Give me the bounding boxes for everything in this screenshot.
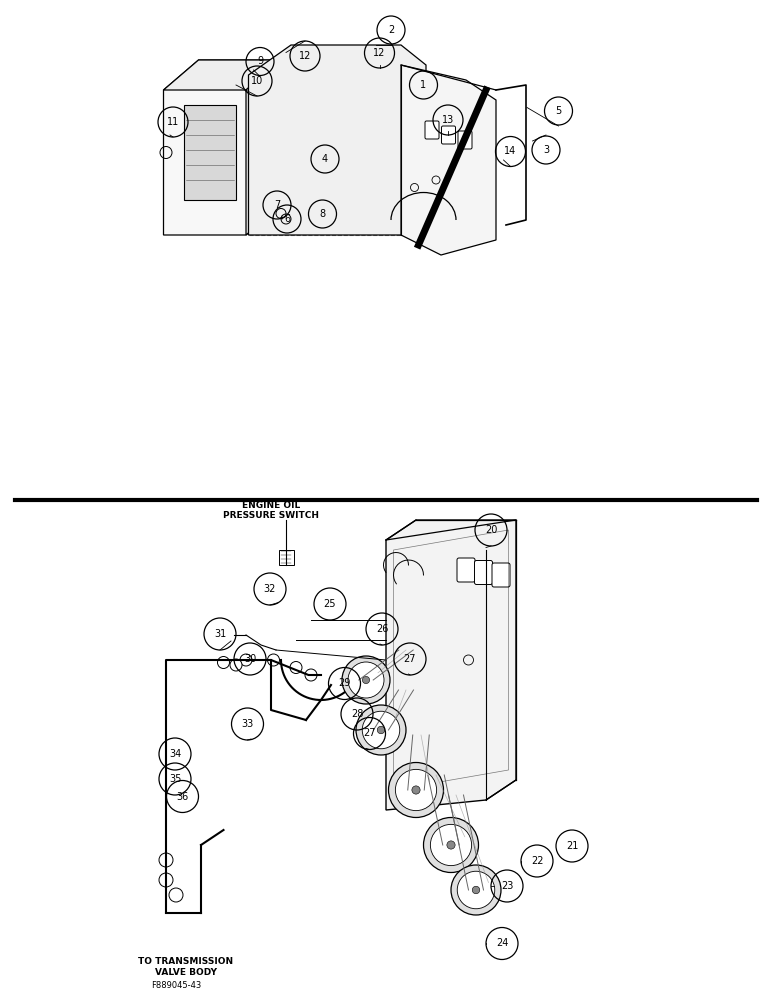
Circle shape [356, 705, 406, 755]
Text: 35: 35 [169, 774, 181, 784]
Polygon shape [164, 60, 281, 90]
Circle shape [268, 654, 279, 666]
Text: 3: 3 [543, 145, 549, 155]
FancyBboxPatch shape [457, 558, 475, 582]
Polygon shape [249, 45, 426, 235]
Circle shape [169, 888, 183, 902]
Text: 14: 14 [504, 146, 516, 156]
Text: 20: 20 [485, 525, 497, 535]
Circle shape [447, 841, 455, 849]
Circle shape [395, 769, 437, 811]
Circle shape [218, 656, 229, 668]
Circle shape [378, 726, 384, 734]
Text: 28: 28 [350, 709, 363, 719]
Circle shape [159, 873, 173, 887]
Text: TO TRANSMISSION
VALVE BODY: TO TRANSMISSION VALVE BODY [138, 958, 234, 977]
FancyBboxPatch shape [475, 560, 493, 584]
Circle shape [290, 662, 302, 674]
Text: F889045-43: F889045-43 [151, 981, 201, 990]
Polygon shape [279, 550, 293, 565]
Text: 7: 7 [274, 200, 280, 210]
Text: 1: 1 [421, 80, 427, 90]
Polygon shape [184, 105, 236, 200]
Text: 2: 2 [388, 25, 394, 35]
Polygon shape [401, 65, 496, 255]
Circle shape [342, 656, 390, 704]
Text: 31: 31 [214, 629, 226, 639]
Text: 25: 25 [323, 599, 337, 609]
Circle shape [230, 659, 242, 671]
FancyBboxPatch shape [458, 131, 472, 149]
Text: 29: 29 [338, 678, 350, 688]
Text: 9: 9 [257, 56, 263, 66]
Text: 4: 4 [322, 154, 328, 164]
Text: 27: 27 [404, 654, 416, 664]
Circle shape [457, 871, 495, 909]
Text: 27: 27 [364, 728, 376, 738]
Text: 12: 12 [374, 48, 386, 58]
Circle shape [388, 762, 443, 818]
Text: 21: 21 [566, 841, 578, 851]
Text: 36: 36 [176, 792, 188, 802]
Text: 34: 34 [169, 749, 181, 759]
Text: ENGINE OIL
PRESSURE SWITCH: ENGINE OIL PRESSURE SWITCH [223, 501, 319, 520]
Polygon shape [164, 60, 281, 235]
Polygon shape [386, 520, 516, 810]
Polygon shape [246, 60, 281, 235]
Circle shape [412, 786, 420, 794]
Circle shape [362, 711, 400, 749]
Circle shape [451, 865, 501, 915]
Text: 10: 10 [251, 76, 263, 86]
Text: 30: 30 [244, 654, 256, 664]
Text: 13: 13 [442, 115, 454, 125]
FancyBboxPatch shape [442, 126, 455, 144]
FancyBboxPatch shape [425, 121, 439, 139]
Circle shape [240, 654, 252, 666]
Text: 12: 12 [299, 51, 311, 61]
Circle shape [430, 824, 472, 866]
Text: 24: 24 [496, 938, 508, 948]
Circle shape [159, 853, 173, 867]
Text: 6: 6 [284, 214, 290, 224]
Text: +: + [278, 215, 284, 221]
Text: 26: 26 [376, 624, 388, 634]
Circle shape [424, 818, 479, 872]
Text: 11: 11 [167, 117, 179, 127]
Circle shape [472, 886, 479, 894]
Text: 32: 32 [264, 584, 276, 594]
Text: 8: 8 [320, 209, 326, 219]
Circle shape [305, 669, 317, 681]
Text: 22: 22 [531, 856, 543, 866]
Text: 23: 23 [501, 881, 513, 891]
Text: 33: 33 [242, 719, 254, 729]
Text: 5: 5 [555, 106, 561, 116]
Circle shape [362, 676, 370, 684]
Circle shape [348, 662, 384, 698]
FancyBboxPatch shape [492, 563, 510, 587]
